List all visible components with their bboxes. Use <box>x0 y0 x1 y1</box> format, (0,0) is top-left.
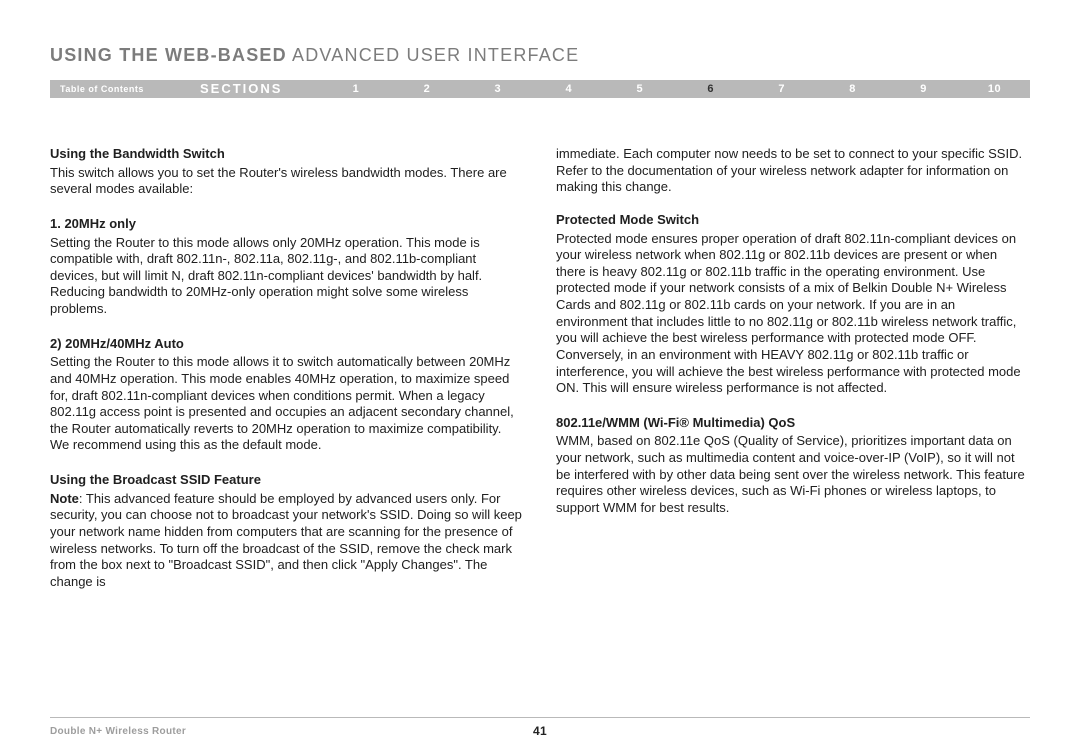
heading-20-40mhz-auto: 2) 20MHz/40MHz Auto <box>50 336 524 353</box>
paragraph: This switch allows you to set the Router… <box>50 165 524 198</box>
section-link-5[interactable]: 5 <box>604 83 675 95</box>
heading-wmm-qos: 802.11e/WMM (Wi-Fi® Multimedia) QoS <box>556 415 1030 432</box>
section-link-10[interactable]: 10 <box>959 83 1030 95</box>
paragraph: Setting the Router to this mode allows i… <box>50 354 524 454</box>
note-label: Note <box>50 491 79 506</box>
section-link-6[interactable]: 6 <box>675 83 746 95</box>
section-link-1[interactable]: 1 <box>320 83 391 95</box>
paragraph: Setting the Router to this mode allows o… <box>50 235 524 318</box>
section-link-8[interactable]: 8 <box>817 83 888 95</box>
title-bold: USING THE WEB-BASED <box>50 45 287 65</box>
heading-protected-mode: Protected Mode Switch <box>556 212 1030 229</box>
page-footer: Double N+ Wireless Router 41 <box>50 717 1030 738</box>
toc-link[interactable]: Table of Contents <box>50 84 200 94</box>
section-link-7[interactable]: 7 <box>746 83 817 95</box>
section-link-9[interactable]: 9 <box>888 83 959 95</box>
heading-broadcast-ssid: Using the Broadcast SSID Feature <box>50 472 524 489</box>
page-number: 41 <box>533 724 547 738</box>
section-link-3[interactable]: 3 <box>462 83 533 95</box>
heading-20mhz-only: 1. 20MHz only <box>50 216 524 233</box>
section-link-4[interactable]: 4 <box>533 83 604 95</box>
paragraph: Note: This advanced feature should be em… <box>50 491 524 591</box>
section-link-2[interactable]: 2 <box>391 83 462 95</box>
title-light: ADVANCED USER INTERFACE <box>287 45 580 65</box>
page-title: USING THE WEB-BASED ADVANCED USER INTERF… <box>50 45 1030 66</box>
right-column: immediate. Each computer now needs to be… <box>556 146 1030 606</box>
note-text: : This advanced feature should be employ… <box>50 491 522 589</box>
sections-label: SECTIONS <box>200 80 320 98</box>
document-page: USING THE WEB-BASED ADVANCED USER INTERF… <box>0 0 1080 756</box>
paragraph: Protected mode ensures proper operation … <box>556 231 1030 397</box>
section-nav-bar: Table of Contents SECTIONS 1 2 3 4 5 6 7… <box>50 80 1030 98</box>
paragraph: immediate. Each computer now needs to be… <box>556 146 1030 196</box>
heading-bandwidth-switch: Using the Bandwidth Switch <box>50 146 524 163</box>
content-area: Using the Bandwidth Switch This switch a… <box>50 146 1030 606</box>
footer-product-name: Double N+ Wireless Router <box>50 726 533 737</box>
left-column: Using the Bandwidth Switch This switch a… <box>50 146 524 606</box>
paragraph: WMM, based on 802.11e QoS (Quality of Se… <box>556 433 1030 516</box>
